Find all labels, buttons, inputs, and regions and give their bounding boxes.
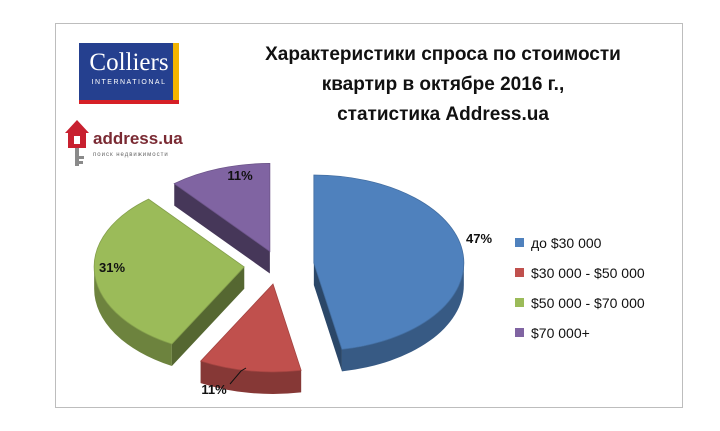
- pie-slice-cut-face-under-30000: [313, 262, 342, 372]
- legend-label-over-70000: $70 000+: [531, 325, 590, 341]
- pie-data-label-30000-50000: 11%: [201, 382, 227, 397]
- house-key-icon: [65, 120, 89, 166]
- colliers-logo-name: Colliers: [89, 49, 169, 76]
- pie-slice-over-70000: [173, 163, 271, 274]
- pie-slice-under-30000: [313, 174, 465, 372]
- legend-label-under-30000: до $30 000: [531, 235, 602, 251]
- legend-item-50000-70000: $50 000 - $70 000: [515, 293, 685, 313]
- address-ua-logo: address.ua поиск недвижимости: [63, 115, 203, 175]
- colliers-logo: Colliers INTERNATIONAL: [79, 43, 179, 104]
- chart-title-line-3: статистика Address.ua: [337, 104, 549, 125]
- chart-title-line-2: квартир в октябре 2016 г.,: [321, 74, 565, 95]
- chart-title: Характеристики спроса по стоимости кварт…: [233, 40, 653, 130]
- pie-data-label-over-70000: 11%: [227, 168, 253, 183]
- legend-swatch-over-70000: [515, 328, 524, 337]
- pie-slice-wall-50000-70000: [94, 266, 172, 367]
- legend-label-50000-70000: $50 000 - $70 000: [531, 295, 645, 311]
- pie-data-label-50000-70000: 31%: [99, 260, 125, 275]
- pie-slice-30000-50000: [200, 283, 302, 394]
- legend-item-under-30000: до $30 000: [515, 233, 685, 253]
- legend-item-over-70000: $70 000+: [515, 323, 685, 343]
- legend-swatch-under-30000: [515, 238, 524, 247]
- legend-item-30000-50000: $30 000 - $50 000: [515, 263, 685, 283]
- leader-line-30000-50000: [229, 367, 247, 385]
- pie-slice-wall-30000-50000: [200, 361, 302, 394]
- pie-slice-top-50000-70000: [93, 198, 245, 345]
- pie-slice-cut-face-50000-70000: [171, 266, 245, 367]
- pie-slice-top-30000-50000: [200, 283, 302, 373]
- pie-slice-cut-face-over-70000: [174, 183, 270, 274]
- legend-swatch-50000-70000: [515, 298, 524, 307]
- address-ua-tagline: поиск недвижимости: [93, 152, 169, 158]
- pie-slice-50000-70000: [93, 198, 245, 367]
- legend-label-30000-50000: $30 000 - $50 000: [531, 265, 645, 281]
- pie-slice-top-over-70000: [173, 163, 271, 253]
- legend-swatch-30000-50000: [515, 268, 524, 277]
- colliers-logo-subtitle: INTERNATIONAL: [91, 79, 167, 86]
- colliers-logo-strip: [173, 43, 179, 100]
- address-ua-brand: address.ua: [93, 129, 183, 148]
- pie-slice-top-under-30000: [313, 174, 465, 350]
- chart-title-line-1: Характеристики спроса по стоимости: [265, 44, 621, 65]
- pie-data-label-under-30000: 47%: [466, 231, 492, 246]
